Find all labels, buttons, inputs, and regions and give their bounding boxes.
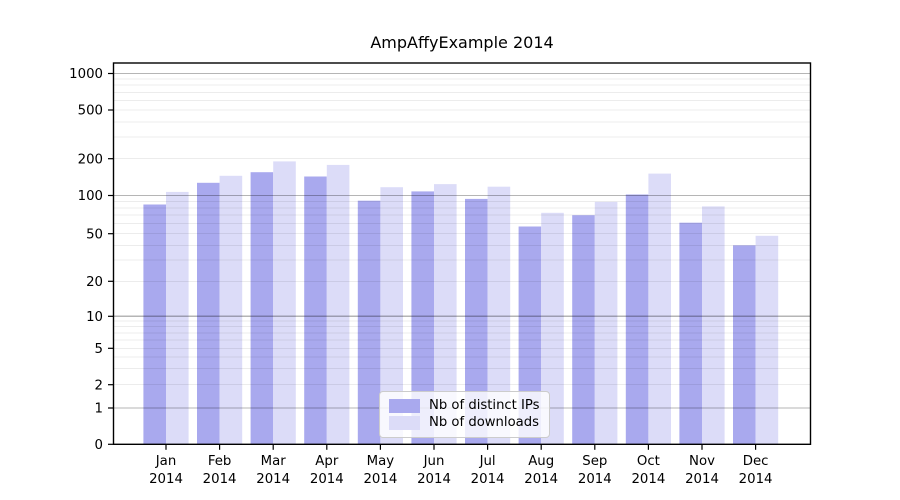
bar-downloads-aug: [541, 212, 564, 445]
bar-downloads-jan: [166, 191, 189, 445]
bar-downloads-sep: [594, 201, 618, 445]
x-axis-month-label: Nov 2014: [685, 454, 719, 487]
bar-downloads-oct: [648, 173, 671, 445]
bar-distinct-ips-mar: [250, 172, 274, 445]
y-axis-tick-label: 20: [86, 275, 103, 290]
x-axis-month-label: Jun 2014: [417, 454, 451, 487]
y-axis-tick-label: 200: [78, 152, 103, 167]
x-axis-month-label: Apr 2014: [310, 454, 344, 487]
bar-distinct-ips-aug: [518, 226, 542, 445]
x-axis-month-label: Aug 2014: [524, 454, 558, 487]
plot-frame: [112, 62, 812, 445]
bar-distinct-ips-jul: [465, 198, 488, 445]
bar-distinct-ips-jun: [411, 191, 434, 445]
bar-downloads-apr: [326, 164, 350, 445]
bar-distinct-ips-nov: [679, 222, 702, 445]
bar-distinct-ips-feb: [197, 182, 220, 445]
bar-distinct-ips-dec: [733, 245, 756, 445]
legend-swatch-distinct-ips: [389, 398, 420, 413]
y-axis-tick-label: 1000: [69, 67, 103, 82]
x-axis-month-label: Mar 2014: [256, 454, 290, 487]
x-axis-month-label: Jul 2014: [471, 454, 505, 487]
x-axis-month-label: Sep 2014: [578, 454, 612, 487]
y-axis-tick-label: 10: [86, 310, 103, 325]
legend-swatch-downloads: [389, 416, 420, 430]
y-axis-tick-label: 2: [95, 378, 103, 393]
bar-downloads-may: [380, 187, 403, 445]
bar-downloads-mar: [273, 161, 296, 445]
legend-entry-distinct-ips: Nb of distinct IPs: [389, 398, 540, 414]
x-axis-month-label: Jan 2014: [149, 454, 183, 487]
x-axis-month-label: Feb 2014: [203, 454, 237, 487]
x-axis-month-label: Oct 2014: [631, 454, 665, 487]
bar-distinct-ips-jan: [143, 204, 166, 445]
bar-distinct-ips-sep: [572, 215, 595, 445]
legend-entry-downloads: Nb of downloads: [389, 415, 540, 431]
y-axis-tick-label: 5: [95, 342, 103, 357]
chart-title: AmpAffyExample 2014: [370, 33, 554, 52]
bar-downloads-feb: [219, 175, 243, 445]
legend: Nb of distinct IPs Nb of downloads: [379, 391, 550, 438]
bar-distinct-ips-oct: [625, 194, 649, 445]
legend-label-distinct-ips: Nb of distinct IPs: [429, 397, 540, 413]
y-axis-tick-label: 500: [78, 104, 103, 119]
bar-distinct-ips-may: [357, 200, 381, 445]
y-axis-tick-label: 100: [78, 189, 103, 204]
bar-distinct-ips-apr: [304, 176, 327, 445]
x-axis-month-label: May 2014: [363, 454, 397, 487]
bar-downloads-nov: [702, 206, 725, 445]
y-axis-tick-label: 50: [86, 227, 103, 242]
x-axis-month-label: Dec 2014: [739, 454, 773, 487]
legend-label-downloads: Nb of downloads: [429, 415, 539, 430]
bar-downloads-dec: [755, 235, 779, 445]
bar-downloads-jun: [434, 184, 457, 445]
bar-downloads-jul: [487, 186, 511, 445]
y-axis-tick-label: 1: [95, 402, 103, 417]
y-axis-tick-label: 0: [95, 438, 103, 453]
